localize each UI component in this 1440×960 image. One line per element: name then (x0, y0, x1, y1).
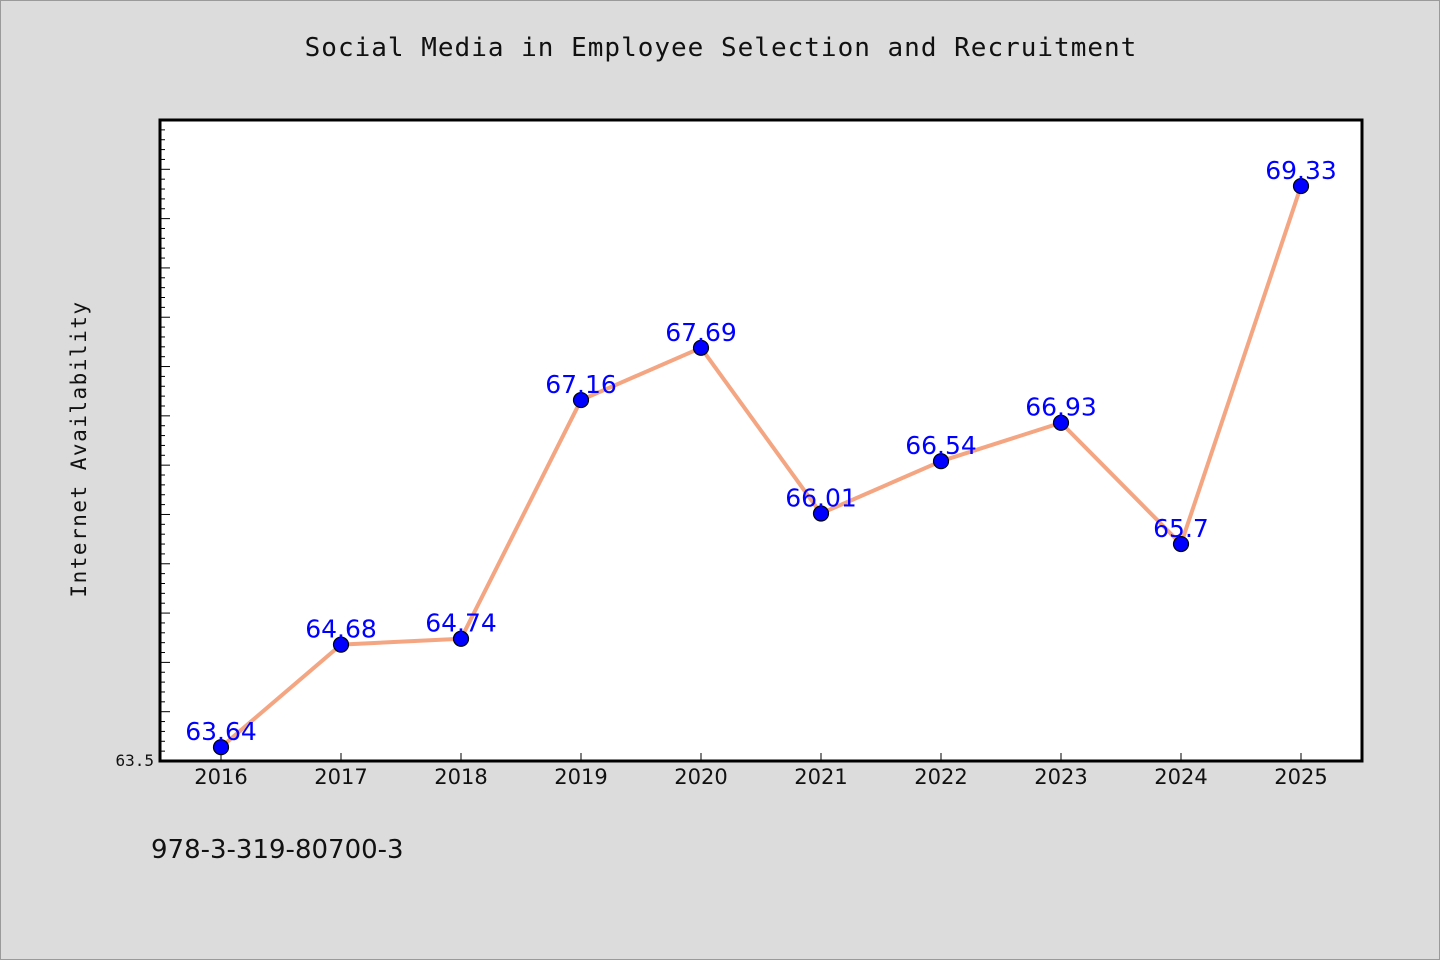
data-point-label: 66.54 (905, 431, 977, 460)
data-point-label: 65.7 (1153, 514, 1209, 543)
data-point-marker (1172, 535, 1190, 553)
data-point-label: 66.01 (785, 483, 857, 512)
x-tick-label: 2016 (194, 765, 247, 789)
x-tick-label: 2019 (554, 765, 607, 789)
plot-area (158, 118, 1364, 763)
isbn-identifier: 978-3-319-80700-3 (151, 835, 404, 865)
x-tick-label: 2017 (314, 765, 367, 789)
data-point-label: 69.33 (1265, 156, 1337, 185)
x-tick-label: 2025 (1274, 765, 1327, 789)
axis-ticks: 2016 2017 2018 2019 2020 2021 2022 2023 2024 2025… (115, 129, 1328, 789)
data-point-marker (332, 636, 350, 653)
series-markers (212, 177, 1310, 756)
series-line (219, 184, 1303, 750)
series-lines (219, 184, 1303, 750)
x-tick-label: 2023 (1034, 765, 1087, 789)
data-point-marker (932, 453, 950, 470)
data-point-marker (692, 339, 710, 356)
x-tick-label: 2021 (794, 765, 847, 789)
data-point-marker (1292, 177, 1310, 195)
chart-title: Social Media in Employee Selection and R… (304, 33, 1138, 63)
data-point-label: 63.64 (185, 717, 257, 746)
x-tick-label: 2020 (674, 765, 727, 789)
data-point-marker (1052, 414, 1070, 431)
data-point-label: 64.68 (305, 615, 377, 644)
data-point-label: 66.93 (1025, 393, 1097, 422)
data-point-marker (452, 630, 470, 647)
data-point-label: 67.16 (545, 370, 617, 399)
data-point-label: 67.69 (665, 318, 737, 347)
y-tick-label: 63.5 (115, 751, 154, 770)
data-point-label: 64.74 (425, 609, 497, 638)
data-labels: 63.64 64.68 64.74 67.16 67.69 66.01 66.54 66.93… (185, 156, 1337, 746)
data-point-marker (572, 391, 590, 409)
data-point-marker (812, 505, 830, 522)
x-tick-label: 2018 (434, 765, 487, 789)
x-tick-label: 2024 (1154, 765, 1207, 789)
data-point-marker (212, 739, 230, 756)
x-tick-label: 2022 (914, 765, 967, 789)
